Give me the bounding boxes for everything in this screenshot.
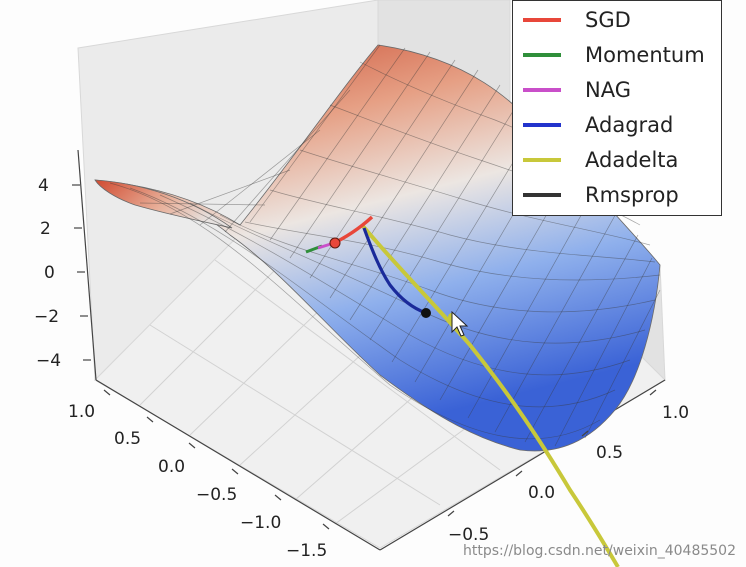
x-ticks: [103, 389, 330, 530]
x-tick-label: −1.5: [286, 541, 327, 561]
legend-item-rmsprop: Rmsprop: [523, 178, 679, 212]
x-tick-label: 0.0: [158, 457, 185, 477]
y-axis-line: [379, 379, 666, 551]
sgd-point: [329, 237, 341, 249]
trajectories: [305, 215, 620, 567]
cursor-icon: [451, 310, 469, 337]
legend-swatch: [523, 88, 561, 92]
z-tick-label: 0: [44, 263, 55, 283]
x-tick-label: 1.0: [68, 402, 95, 422]
legend-swatch: [523, 123, 561, 127]
y-tick-label: 1.0: [662, 403, 689, 423]
y-ticks: [447, 389, 657, 517]
x-tick-label: 0.5: [114, 429, 141, 449]
adagrad-path: [362, 227, 427, 315]
z-ticks: [72, 184, 91, 361]
x-axis-line: [95, 379, 381, 551]
y-tick-label: −0.5: [448, 525, 489, 545]
z-tick-label: 2: [40, 219, 51, 239]
adadelta-path: [360, 223, 620, 567]
legend-swatch: [523, 193, 561, 197]
adagrad-point: [421, 308, 431, 318]
y-tick-label: 0.0: [528, 483, 555, 503]
x-tick-label: −0.5: [196, 485, 237, 505]
legend-swatch: [523, 158, 561, 162]
z-tick-label: 4: [38, 176, 49, 196]
legend-label: Rmsprop: [585, 183, 679, 207]
watermark: https://blog.csdn.net/weixin_40485502: [462, 543, 736, 559]
z-axis-line: [77, 149, 97, 381]
legend-item-nag: NAG: [523, 73, 631, 107]
z-tick-label: −4: [36, 351, 61, 371]
legend-item-adadelta: Adadelta: [523, 143, 678, 177]
legend-label: NAG: [585, 78, 631, 102]
legend-label: Momentum: [585, 43, 705, 67]
x-tick-label: −1.0: [240, 513, 281, 533]
legend-swatch: [523, 18, 561, 22]
legend-label: Adagrad: [585, 113, 674, 137]
y-tick-label: 0.5: [596, 443, 623, 463]
legend-swatch: [523, 53, 561, 57]
legend-item-sgd: SGD: [523, 3, 631, 37]
legend-item-momentum: Momentum: [523, 38, 705, 72]
legend-label: Adadelta: [585, 148, 679, 172]
z-tick-label: −2: [34, 307, 59, 327]
legend-label: SGD: [585, 8, 631, 32]
legend-item-adagrad: Adagrad: [523, 108, 673, 142]
legend: SGD Momentum NAG Adagrad Adadelta Rmspro…: [512, 0, 722, 216]
